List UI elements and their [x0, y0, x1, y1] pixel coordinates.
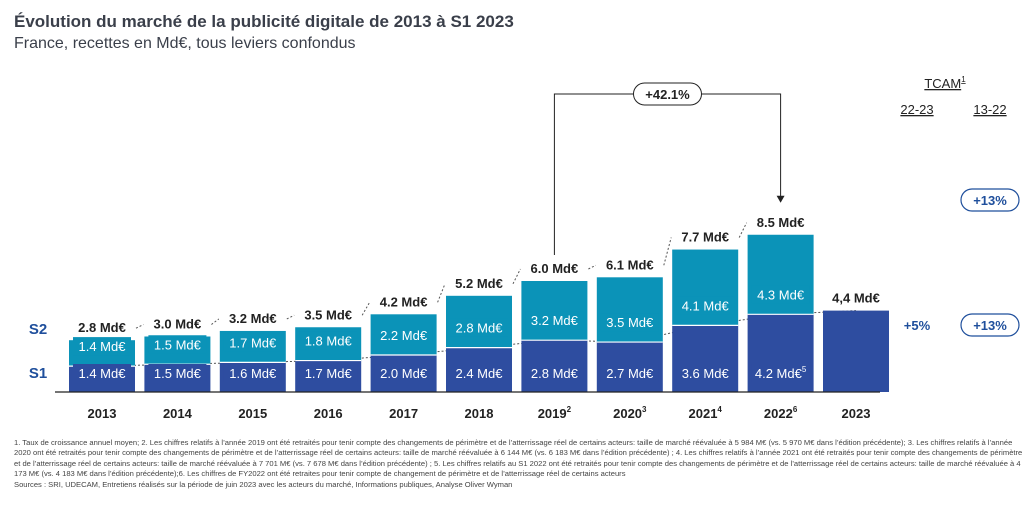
- legend-s2: S2: [29, 321, 47, 338]
- s2-value-label: 1.5 Md€: [154, 337, 202, 352]
- label-bg: [374, 326, 433, 344]
- total-value-label: 3.5 Md€: [304, 307, 352, 322]
- tcam-header: TCAM1: [924, 75, 966, 91]
- footnotes: 1. Taux de croissance annuel moyen; 2. L…: [14, 438, 1024, 490]
- chart-title: Évolution du marché de la publicité digi…: [14, 12, 514, 31]
- total-value-label: 6.0 Md€: [531, 261, 579, 276]
- trend-line-total: [663, 237, 672, 266]
- s1-value-label: 2.8 Md€: [531, 366, 579, 381]
- x-tick-label: 2023: [842, 406, 871, 421]
- bar-s1-2021: [672, 325, 739, 392]
- s1-value-label: 2.7 Md€: [606, 366, 654, 381]
- total-value-label: 4.2 Md€: [380, 294, 428, 309]
- s2-value-label: 2.2 Md€: [380, 328, 428, 343]
- bar-s2-2019: [521, 281, 588, 341]
- s1-value-label: 4.2 Md€5: [755, 365, 807, 381]
- tcam-total-13-22: +13%: [973, 193, 1007, 208]
- s1-value-label: 1.4 Md€: [79, 366, 127, 381]
- stacked-bar-chart: 1.4 Md€ 1.4 Md€ 2.8 Md€ 2013 1.5 Md€ 1.5 Md€ 3…: [29, 75, 1020, 421]
- tcam-s1-13-22: +13%: [973, 318, 1007, 333]
- total-value-label: 6.1 Md€: [606, 257, 654, 272]
- label-bg: [148, 364, 207, 382]
- trend-line-total: [588, 264, 597, 270]
- s2-value-label: 4.1 Md€: [682, 298, 730, 313]
- s1-value-label: 2.4 Md€: [456, 366, 504, 381]
- label-bg: [600, 313, 659, 332]
- label-bg: [299, 331, 358, 350]
- x-tick-label: 2013: [88, 406, 117, 421]
- trend-line-total: [512, 268, 521, 285]
- total-value-label: 2.8 Md€: [78, 320, 126, 335]
- x-tick-label: 2016: [314, 406, 343, 421]
- label-bg: [600, 364, 659, 382]
- x-tick-label: 2017: [389, 406, 418, 421]
- growth-arrowhead: [776, 195, 785, 203]
- total-value-label: 3.2 Md€: [229, 311, 277, 326]
- label-bg: [450, 364, 508, 382]
- total-value-label: 8.5 Md€: [757, 215, 805, 230]
- total-value-label: 4,4 Md€: [832, 291, 880, 306]
- growth-callout-box: [633, 82, 702, 106]
- total-value-label: 5.2 Md€: [455, 276, 503, 291]
- s1-value-label: 3.6 Md€: [682, 366, 730, 381]
- s1-value-label: 1.6 Md€: [229, 366, 277, 381]
- label-bg: [751, 285, 810, 304]
- s1-value-label: 1.7 Md€: [305, 366, 353, 381]
- tcam-col-22-23: 22-23: [900, 102, 933, 117]
- trend-line-total: [738, 222, 748, 238]
- trend-line-total: [437, 283, 446, 303]
- s2-value-label: 2.8 Md€: [456, 321, 504, 336]
- growth-bracket: [553, 93, 782, 255]
- s2-value-label: 3.2 Md€: [531, 313, 579, 328]
- trend-line-total: [286, 314, 295, 320]
- label-bg: [525, 311, 584, 330]
- x-tick-label: 2014: [163, 406, 193, 421]
- label-bg: [223, 333, 282, 352]
- bar-s1-2023: [823, 310, 889, 392]
- total-value-label: 3.0 Md€: [154, 317, 202, 332]
- footnote-sources: Sources : SRI, UDECAM, Entretiens réalis…: [14, 479, 513, 489]
- trend-line-total: [211, 318, 220, 325]
- s1-value-label: 2.0 Md€: [380, 366, 428, 381]
- tcam-s1-22-23: +5%: [904, 318, 931, 333]
- s2-value-label: 4.3 Md€: [757, 287, 805, 302]
- chart-subtitle: France, recettes en Md€, tous leviers co…: [14, 35, 356, 52]
- s2-value-label: 1.7 Md€: [229, 335, 277, 350]
- x-tick-label: 2018: [465, 406, 494, 421]
- x-tick-label: 20192: [538, 405, 572, 421]
- trend-line-total: [361, 302, 371, 316]
- bar-s2-2020: [596, 277, 663, 343]
- x-tick-label: 20214: [689, 405, 723, 421]
- label-bg: [676, 296, 735, 315]
- s2-value-label: 3.5 Md€: [606, 315, 654, 330]
- label-bg: [676, 364, 735, 382]
- label-bg: [148, 335, 207, 354]
- label-bg: [450, 318, 508, 337]
- trend-line-total: [135, 324, 144, 329]
- x-tick-label: 20203: [613, 405, 647, 421]
- total-value-label: 7.7 Md€: [681, 230, 729, 245]
- tcam-col-13-22: 13-22: [973, 102, 1006, 117]
- label-bg: [73, 337, 131, 356]
- label-bg: [751, 364, 810, 382]
- s2-value-label: 1.4 Md€: [79, 339, 127, 354]
- s2-value-label: 1.8 Md€: [305, 334, 353, 349]
- label-bg: [525, 364, 584, 382]
- label-bg: [223, 364, 282, 382]
- footnote-notes: 1. Taux de croissance annuel moyen; 2. L…: [14, 438, 1023, 479]
- growth-callout: +42.1%: [645, 87, 690, 102]
- x-tick-label: 2015: [238, 406, 267, 421]
- label-bg: [73, 364, 131, 382]
- tcam-total-pill: [960, 188, 1020, 212]
- label-bg: [374, 364, 433, 382]
- label-bg: [299, 364, 358, 382]
- x-tick-label: 20226: [764, 405, 798, 421]
- s1-value-label: 1.5 Md€: [154, 366, 202, 381]
- tcam-s1-pill: [960, 313, 1020, 337]
- legend-s1: S1: [29, 365, 47, 382]
